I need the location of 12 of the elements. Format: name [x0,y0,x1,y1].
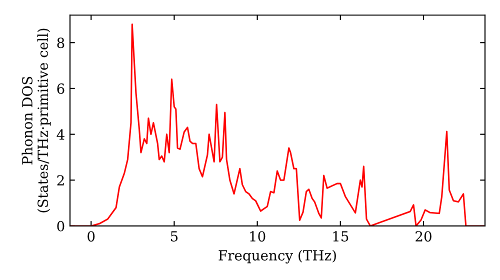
y-tick-label: 0 [57,220,64,232]
x-tick-label: 0 [88,231,95,242]
x-tick-label: 5 [170,231,178,242]
y-tick-label: 6 [57,83,64,94]
x-axis-title: Frequency (THz) [218,250,336,264]
y-axis-title: Phonon DOS (States/THz·primitive cell) [22,28,51,212]
y-tick-label: 4 [56,129,64,140]
y-tick-label: 2 [57,175,64,186]
x-tick-label: 20 [416,231,432,242]
x-tick-label: 10 [250,231,266,242]
x-tick-label: 15 [333,231,348,242]
y-tick-label: 8 [57,38,64,48]
